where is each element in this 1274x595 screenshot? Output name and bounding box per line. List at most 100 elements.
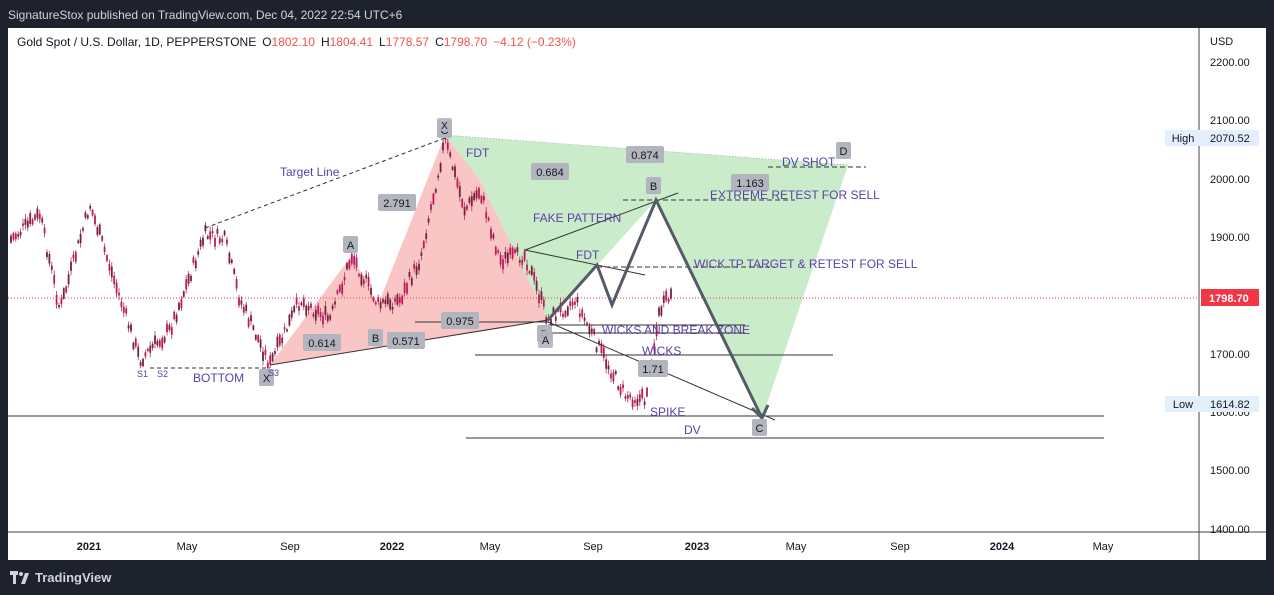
candle-body	[480, 195, 483, 204]
candle-body	[372, 297, 375, 302]
chart-area[interactable]: X A B C X D A B C D 0.614 0.571 2.791 0.…	[8, 28, 1266, 560]
candle-body	[108, 264, 111, 271]
candle-body	[598, 340, 600, 345]
svg-text:B: B	[650, 181, 657, 193]
candle-body	[238, 297, 240, 306]
candle-body	[451, 166, 454, 170]
candle-body	[374, 302, 377, 305]
candle-body	[391, 306, 394, 310]
candle-body	[197, 251, 200, 255]
candle-body	[415, 266, 418, 275]
candle-body	[564, 310, 567, 317]
candle-body	[461, 199, 464, 208]
candle-body	[161, 337, 164, 349]
footer-bar: TradingView	[0, 562, 1274, 595]
price-tick: 1500.00	[1210, 465, 1250, 477]
price-tick: 1400.00	[1210, 524, 1250, 536]
candle-body	[466, 205, 468, 210]
candle-body	[43, 227, 46, 234]
bottom-label: BOTTOM	[193, 371, 244, 385]
projection-path	[546, 196, 764, 419]
candle-body	[60, 298, 63, 304]
candle-body	[286, 329, 288, 332]
time-tick: May	[177, 541, 198, 553]
svg-text:X: X	[441, 121, 448, 132]
candle-body	[134, 338, 137, 347]
top-bar: SignatureStox published on TradingView.c…	[0, 0, 1274, 28]
candle-body	[151, 344, 154, 349]
chart-svg[interactable]: X A B C X D A B C D 0.614 0.571 2.791 0.…	[8, 28, 1266, 560]
candle-body	[394, 298, 396, 302]
legend: Gold Spot / U.S. Dollar, 1D, PEPPERSTONE…	[17, 35, 576, 49]
time-tick: May	[786, 541, 807, 553]
candle-body	[422, 241, 425, 249]
price-axis[interactable]: USD 2200.00 2100.00 2000.00 1900.00 1700…	[1210, 36, 1250, 536]
candle-body	[12, 233, 15, 240]
candle-body	[262, 351, 264, 361]
candle-body	[82, 228, 84, 231]
candle-body	[175, 314, 178, 323]
candle-body	[218, 237, 221, 244]
candle-body	[329, 315, 332, 320]
fdt-mid-label: FDT	[576, 248, 600, 262]
candle-body	[581, 309, 584, 317]
open-value: 1802.10	[272, 35, 316, 49]
low-value: 1778.57	[386, 35, 430, 49]
candle-body	[223, 230, 226, 236]
time-axis[interactable]: 2021 May Sep 2022 May Sep 2023 May Sep 2…	[77, 541, 1114, 553]
candle-body	[266, 362, 269, 369]
candle-body	[283, 327, 286, 330]
candle-body	[341, 283, 344, 295]
candle-body	[346, 263, 348, 270]
change-value: −4.12 (−0.23%)	[493, 35, 576, 49]
svg-text:2070.52: 2070.52	[1210, 133, 1250, 145]
candle-body	[588, 325, 591, 335]
candle-body	[58, 304, 60, 308]
candle-body	[641, 388, 644, 399]
svg-text:Low: Low	[1173, 399, 1193, 411]
candle-body	[113, 275, 116, 285]
svg-text:0.975: 0.975	[446, 316, 474, 328]
svg-text:1.163: 1.163	[736, 178, 764, 190]
candle-body	[662, 295, 665, 303]
candle-body	[86, 215, 89, 219]
candle-body	[401, 295, 404, 304]
low-marker: Low 1614.82	[1165, 396, 1259, 412]
candle-body	[384, 299, 387, 305]
candle-body	[48, 254, 51, 264]
candle-body	[214, 237, 216, 247]
candle-body	[146, 348, 149, 351]
candle-body	[427, 218, 430, 223]
candle-body	[638, 394, 641, 402]
candle-body	[530, 266, 533, 276]
svg-text:D: D	[840, 146, 848, 158]
time-tick: Sep	[890, 541, 910, 553]
candle-body	[430, 204, 432, 210]
candle-body	[425, 233, 428, 240]
candle-body	[444, 137, 447, 140]
price-tick: 1900.00	[1210, 232, 1250, 244]
candle-body	[22, 223, 24, 226]
candle-body	[458, 186, 461, 197]
candle-body	[389, 299, 392, 310]
candle-body	[571, 301, 574, 306]
candle-body	[293, 305, 296, 313]
candle-body	[139, 362, 142, 366]
candle-body	[626, 394, 629, 399]
candle-body	[504, 251, 507, 259]
candle-body	[142, 358, 144, 367]
ratio-label-2791: 2.791	[378, 194, 416, 211]
tradingview-logo[interactable]: TradingView	[10, 570, 111, 585]
candle-body	[403, 282, 406, 293]
candle-body	[468, 197, 471, 203]
time-tick: Sep	[280, 541, 300, 553]
candle-body	[516, 247, 519, 253]
candle-body	[312, 314, 315, 317]
wicks-zone-label: WICKS AND BREAK ZONE	[602, 323, 750, 337]
pattern-point-x2: X	[437, 118, 452, 132]
candle-body	[216, 228, 219, 234]
target-line	[204, 137, 446, 229]
candle-body	[106, 255, 108, 261]
candle-body	[552, 307, 555, 315]
candle-body	[542, 299, 545, 307]
